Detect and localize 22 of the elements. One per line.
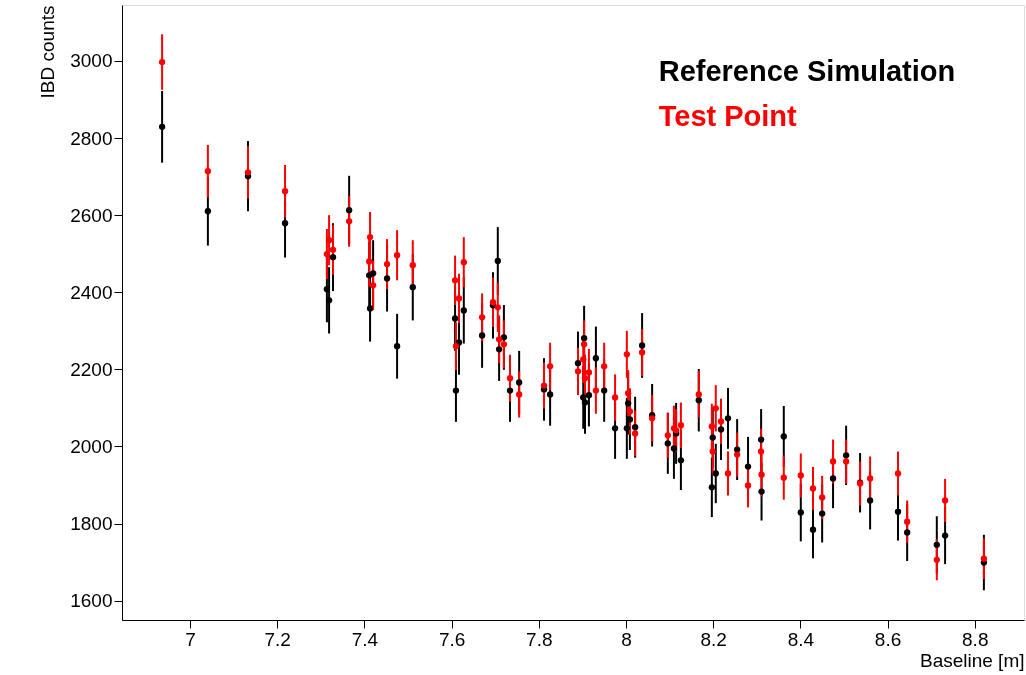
y-tick-label: 2200: [70, 358, 113, 380]
x-tick-label: 8.2: [700, 628, 727, 650]
y-tick-label: 1600: [70, 590, 113, 612]
x-tick-label: 8.6: [874, 628, 902, 650]
text: Test Point: [658, 100, 798, 132]
y-tick-label: 1800: [70, 513, 113, 535]
y-axis-title: IBD counts: [37, 5, 59, 99]
y-tick-label: 2800: [70, 127, 113, 149]
x-tick-label: 8.8: [962, 628, 989, 650]
x-tick-label: 8: [621, 628, 632, 650]
y-tick-label: 3000: [70, 50, 113, 72]
x-tick-label: 7.4: [351, 628, 379, 650]
x-tick-label: 7.2: [264, 628, 291, 650]
x-tick-label: 7.8: [526, 628, 553, 650]
y-tick-label: 2400: [70, 281, 113, 303]
text: Reference Simulation: [658, 55, 956, 87]
x-tick-label: 8.4: [787, 628, 815, 650]
y-tick-label: 2600: [70, 204, 113, 226]
y-tick-label: 2000: [70, 435, 113, 457]
x-tick-label: 7.6: [438, 628, 466, 650]
x-tick-label: 7: [185, 628, 196, 650]
x-axis-title: Baseline [m]: [919, 649, 1025, 671]
